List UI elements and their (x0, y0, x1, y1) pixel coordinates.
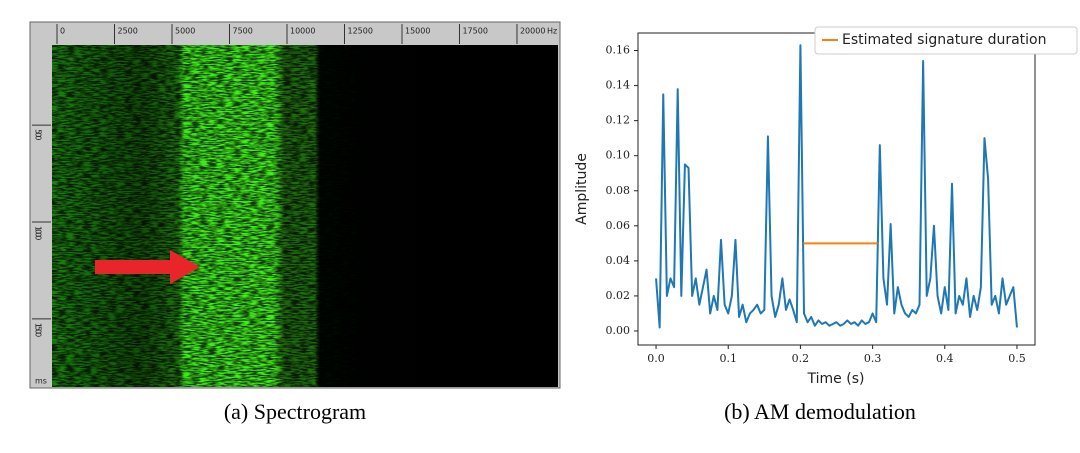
caption: (a) Spectrogram (224, 399, 366, 424)
x-tick-label: 0.3 (864, 352, 882, 365)
arrow (95, 250, 200, 284)
x-axis-label: Time (s) (807, 371, 865, 387)
x-tick-label: 5000 (175, 27, 195, 36)
x-tick-label: 7500 (232, 27, 252, 36)
x-tick-label: 0.4 (936, 352, 954, 365)
x-tick-label: 0 (60, 27, 65, 36)
y-tick-label: 0.00 (606, 324, 631, 337)
x-tick-label: 20000 (520, 27, 545, 36)
y-tick-label: 0.02 (606, 289, 631, 302)
y-unit: ms (35, 377, 47, 386)
y-tick-label: 0.04 (606, 254, 631, 267)
y-axis-label: Amplitude (574, 153, 590, 225)
y-tick-label: 0.16 (606, 44, 631, 57)
y-tick-label: 0.08 (606, 184, 631, 197)
y-tick-label: 0.14 (606, 79, 631, 92)
x-tick-label: 0.5 (1008, 352, 1026, 365)
y-tick-label: 1000 (34, 226, 43, 240)
x-tick-label: 0.2 (792, 352, 810, 365)
x-unit: Hz (547, 27, 557, 36)
y-tick-label: 1500 (34, 323, 43, 337)
x-tick-label: 2500 (117, 27, 137, 36)
caption: (b) AM demodulation (724, 399, 916, 424)
spectrogram-glow (52, 45, 558, 387)
y-tick-label: 0.12 (606, 114, 631, 127)
y-tick-label: 0.06 (606, 219, 631, 232)
x-tick-label: 15000 (405, 27, 430, 36)
series-line (655, 44, 1018, 329)
legend-box (814, 26, 1078, 55)
x-tick-label: 0.0 (647, 352, 665, 365)
y-tick-label: 0.10 (606, 149, 631, 162)
y-tick-label: 500 (34, 129, 43, 140)
x-tick-label: 17500 (462, 27, 487, 36)
legend-label: Estimated signature duration (842, 32, 1046, 48)
x-tick-label: 12500 (347, 27, 372, 36)
x-tick-label: 10000 (290, 27, 315, 36)
x-tick-label: 0.1 (719, 352, 737, 365)
